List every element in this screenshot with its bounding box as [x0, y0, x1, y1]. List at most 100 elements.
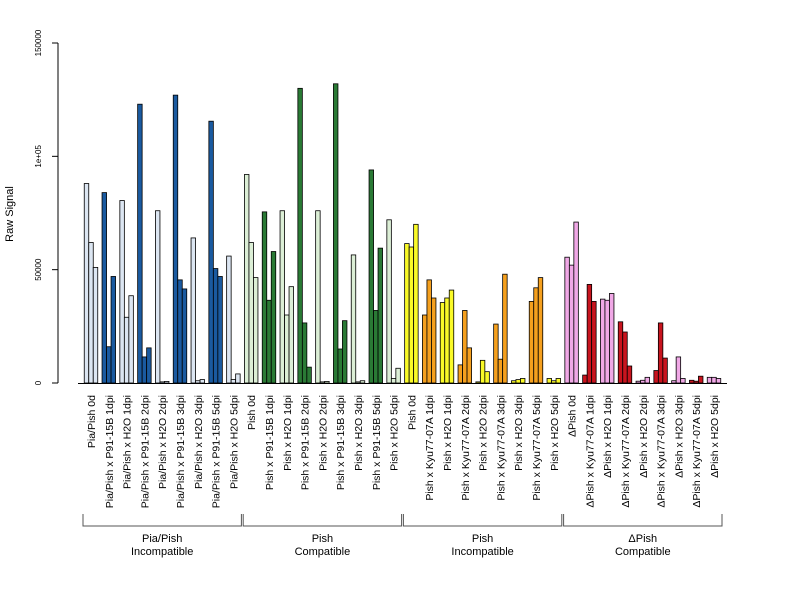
x-tick-label: Pish x P91-15B 2dpi — [300, 395, 312, 490]
bar — [609, 293, 615, 384]
bar — [297, 87, 303, 384]
bar — [83, 183, 90, 384]
x-tick-label: Pish x H2O 3dpi — [513, 395, 525, 471]
bar — [390, 378, 397, 384]
bar — [244, 174, 250, 384]
bar — [537, 277, 544, 384]
bar — [181, 288, 188, 384]
bar — [88, 242, 94, 384]
bar — [261, 211, 268, 384]
bar — [373, 310, 379, 384]
bar — [146, 347, 152, 384]
bar — [475, 381, 481, 384]
x-tick-label: Pia/Pish x H2O 2dpi — [157, 395, 169, 489]
x-tick-label: Pish x H2O 2dpi — [478, 395, 490, 471]
bar — [208, 120, 214, 384]
x-tick-label: ΔPish x Kyu77-07A 2dpi — [620, 395, 632, 508]
bar — [319, 381, 326, 384]
x-tick-label: Pish x H2O 5dpi — [389, 395, 401, 471]
x-tick-label: Pish x H2O 5dpi — [549, 395, 561, 471]
x-tick-label: ΔPish x Kyu77-07A 3dpi — [656, 395, 668, 508]
x-tick-label: ΔPish x H2O 2dpi — [638, 395, 650, 478]
bar — [270, 251, 277, 384]
bar — [306, 366, 312, 384]
bar — [431, 297, 437, 384]
bar — [315, 210, 321, 384]
bar — [711, 376, 717, 384]
bar — [671, 380, 677, 384]
bar — [520, 378, 526, 384]
bar — [582, 374, 588, 384]
bar — [640, 379, 646, 384]
bar — [253, 277, 259, 384]
bar — [155, 210, 161, 384]
bar — [657, 322, 664, 384]
x-tick-label: Pish x H2O 3dpi — [353, 395, 365, 471]
bar — [479, 359, 486, 384]
bar — [350, 254, 357, 384]
bar — [337, 348, 343, 384]
bar — [413, 223, 419, 384]
group-label: Pish — [312, 533, 333, 545]
x-tick-label: Pish 0d — [246, 395, 258, 430]
bar — [635, 380, 641, 384]
bar — [626, 365, 633, 384]
bar — [497, 358, 504, 384]
bar — [190, 237, 196, 384]
bar — [355, 381, 361, 384]
y-tick-label: 1e+05 — [34, 145, 43, 168]
bar — [600, 298, 606, 384]
bar — [172, 94, 179, 384]
x-tick-label: Pia/Pish 0d — [86, 395, 98, 448]
bar — [404, 243, 410, 384]
bar — [386, 219, 392, 384]
bar — [426, 279, 432, 384]
y-tick-label: 150000 — [34, 29, 43, 56]
bar — [217, 276, 223, 384]
x-tick-label: Pish x P91-15B 5dpi — [371, 395, 383, 490]
x-tick-label: Pish x Kyu77-07A 3dpi — [495, 395, 507, 501]
x-tick-label: Pia/Pish x H2O 1dpi — [122, 395, 134, 489]
bar — [235, 373, 241, 384]
bar — [195, 380, 201, 384]
bar — [698, 375, 704, 384]
bars — [83, 83, 722, 384]
bar — [444, 297, 450, 384]
bar — [502, 273, 508, 384]
bar — [106, 346, 112, 384]
bar — [689, 379, 695, 384]
bar — [448, 289, 455, 384]
bar — [359, 380, 366, 384]
group-bracket — [242, 514, 403, 527]
bar — [422, 314, 428, 384]
group-label: Pish — [472, 533, 493, 545]
bar — [675, 356, 682, 384]
bar — [324, 381, 330, 384]
bar — [568, 264, 575, 384]
x-tick-label: Pish x H2O 2dpi — [317, 395, 329, 471]
group-sublabel: Compatible — [295, 546, 351, 558]
bar — [164, 381, 170, 384]
bar — [604, 299, 610, 384]
bar — [177, 279, 183, 384]
x-tick-label: ΔPish x H2O 3dpi — [673, 395, 685, 478]
x-tick-label: Pish x Kyu77-07A 2dpi — [460, 395, 472, 501]
bar — [141, 356, 148, 384]
x-tick-label: ΔPish x Kyu77-07A 5dpi — [691, 395, 703, 508]
bar — [706, 376, 713, 384]
group-sublabel: Incompatible — [451, 546, 513, 558]
bar — [528, 300, 535, 384]
x-tick-label: Pia/Pish x P91-15B 2dpi — [139, 395, 151, 508]
bar — [408, 246, 415, 384]
x-tick-label: Pish x P91-15B 3dpi — [335, 395, 347, 490]
x-tick-label: Pish x H2O 1dpi — [282, 395, 294, 471]
bar — [123, 316, 130, 384]
bar — [662, 357, 668, 384]
x-tick-label: ΔPish x H2O 1dpi — [602, 395, 614, 478]
bar — [333, 83, 339, 384]
group-sublabel: Incompatible — [131, 546, 193, 558]
x-tick-label: ΔPish x Kyu77-07A 1dpi — [584, 395, 596, 508]
bar — [439, 302, 446, 384]
bar — [137, 103, 143, 384]
group-brackets: Pia/PishIncompatiblePishCompatiblePishIn… — [82, 514, 723, 558]
